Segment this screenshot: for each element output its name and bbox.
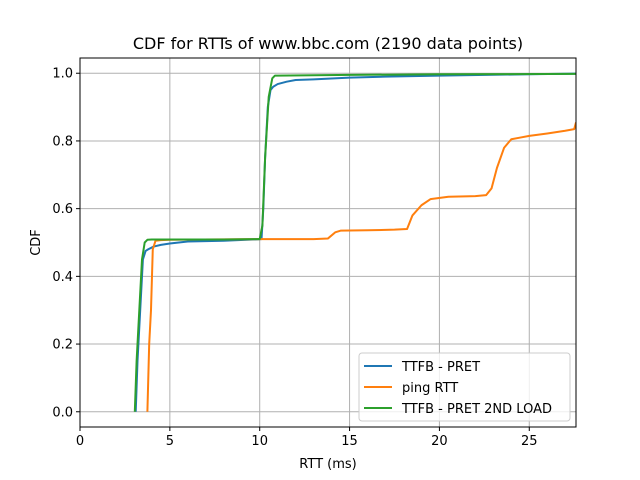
- y-tick-label: 0.2: [52, 338, 73, 353]
- x-axis-label: RTT (ms): [299, 457, 356, 472]
- legend: TTFB - PRET ping RTT TTFB - PRET 2ND LOAD: [358, 352, 571, 422]
- plot-frame: [79, 57, 577, 428]
- y-axis-label: CDF: [29, 229, 44, 256]
- x-tick-label: 15: [341, 434, 358, 449]
- x-tick-label: 0: [76, 434, 84, 449]
- x-axis-ticks: 0 5 10 15 20 25: [76, 427, 538, 449]
- y-tick-label: 0.6: [52, 202, 73, 217]
- x-tick-label: 10: [251, 434, 268, 449]
- legend-label-2: ping RTT: [402, 381, 458, 396]
- y-tick-label: 0.0: [52, 405, 73, 420]
- y-axis-ticks: 0.0 0.2 0.4 0.6 0.8 1.0: [52, 67, 80, 420]
- x-tick-label: 25: [521, 434, 538, 449]
- plot-area: [133, 72, 576, 412]
- legend-box: [358, 352, 571, 422]
- series-line-3: [133, 72, 576, 412]
- legend-label-1: TTFB - PRET: [401, 360, 480, 375]
- y-tick-label: 0.8: [52, 134, 73, 149]
- series-layer: [133, 72, 576, 412]
- chart-title: CDF for RTTs of www.bbc.com (2190 data p…: [133, 34, 523, 53]
- x-tick-label: 5: [166, 434, 174, 449]
- gridlines: [79, 58, 576, 427]
- y-tick-label: 0.4: [52, 270, 73, 285]
- x-tick-label: 20: [431, 434, 448, 449]
- legend-label-3: TTFB - PRET 2ND LOAD: [401, 402, 552, 417]
- y-tick-label: 1.0: [52, 67, 73, 82]
